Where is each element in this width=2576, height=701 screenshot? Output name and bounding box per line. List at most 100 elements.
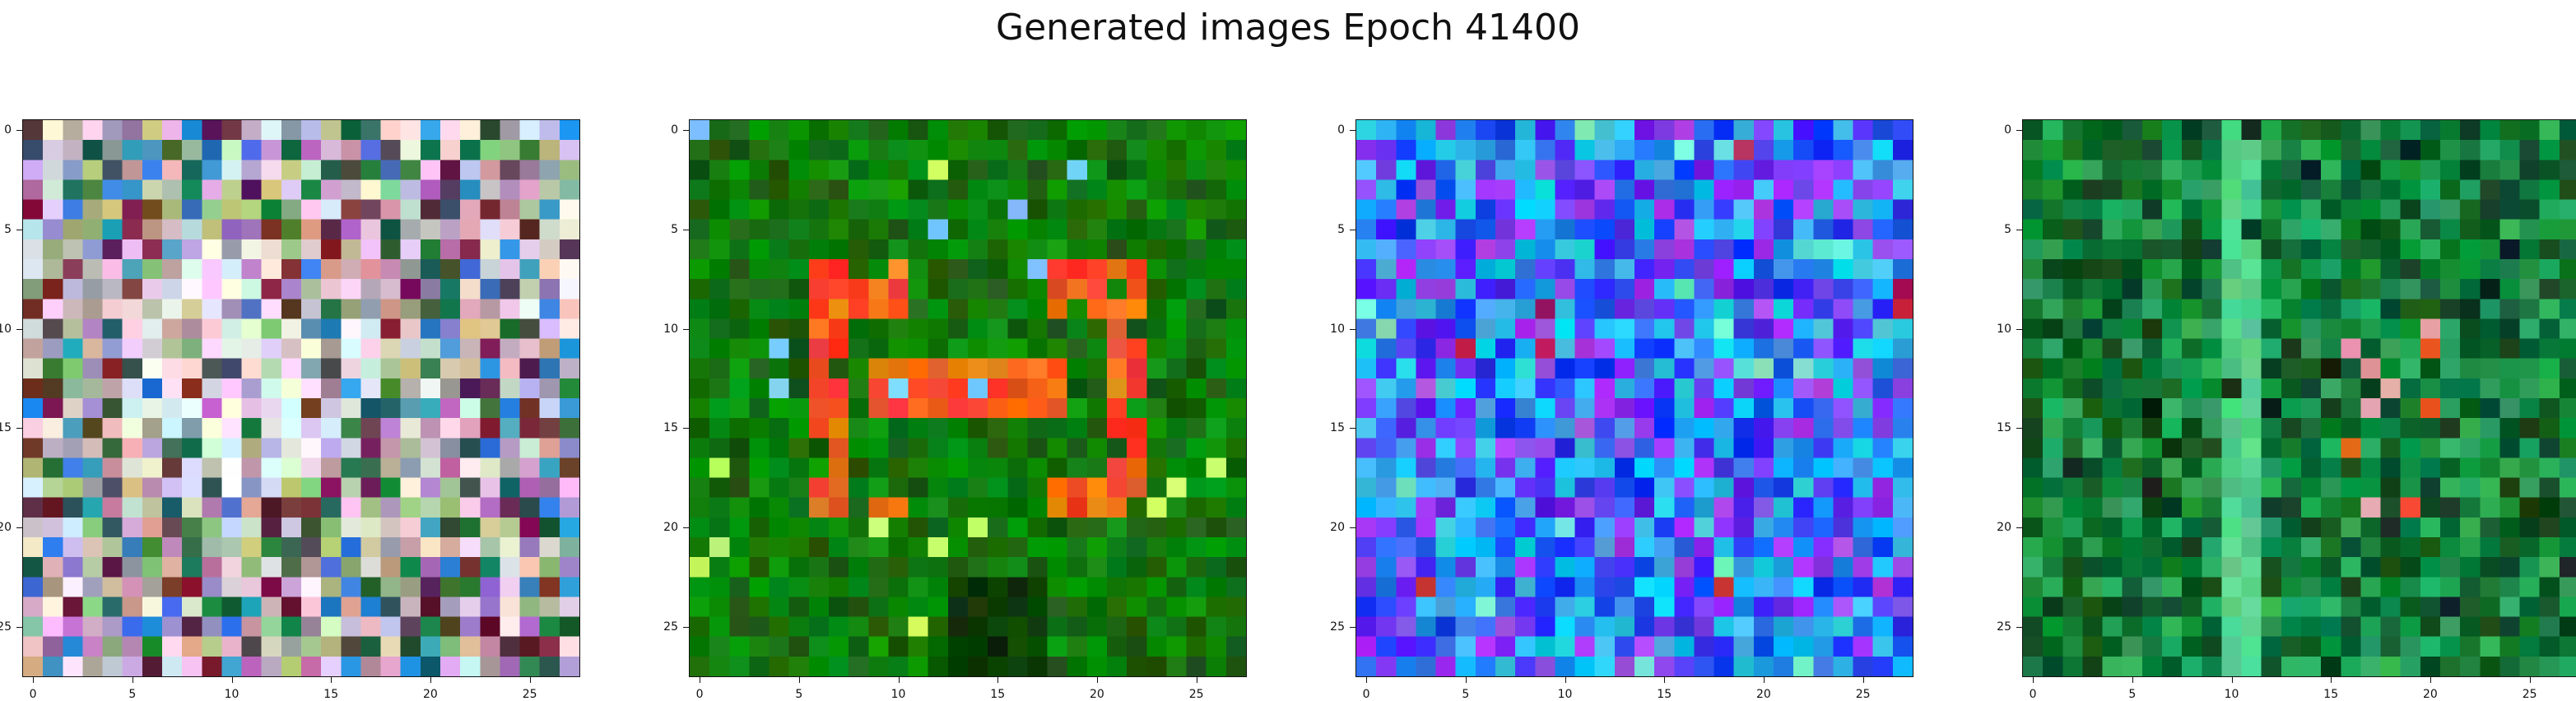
- pixel-cell: [1774, 656, 1794, 676]
- pixel-cell: [2182, 497, 2202, 518]
- pixel-cell: [1614, 378, 1635, 399]
- pixel-cell: [2460, 358, 2481, 379]
- pixel-cell: [1555, 120, 1576, 141]
- pixel-cell: [182, 616, 202, 638]
- pixel-cell: [1166, 358, 1188, 379]
- pixel-cell: [2122, 338, 2143, 360]
- pixel-cell: [1515, 219, 1536, 240]
- pixel-cell: [1614, 199, 1635, 221]
- pixel-cell: [341, 398, 362, 419]
- pixel-cell: [1495, 537, 1516, 558]
- pixel-cell: [63, 636, 84, 657]
- pixel-cell: [2341, 616, 2362, 638]
- pixel-cell: [1067, 279, 1088, 299]
- pixel-cell: [2321, 497, 2341, 518]
- pixel-cell: [182, 179, 202, 201]
- pixel-cell: [2539, 457, 2560, 479]
- pixel-cell: [1186, 160, 1207, 181]
- pixel-cell: [63, 160, 84, 181]
- pixel-cell: [1186, 457, 1207, 479]
- pixel-cell: [241, 537, 263, 558]
- pixel-cell: [2460, 636, 2481, 657]
- pixel-cell: [360, 577, 382, 598]
- pixel-cell: [63, 378, 84, 399]
- pixel-cell: [1067, 418, 1088, 439]
- pixel-cell: [23, 378, 44, 399]
- pixel-cell: [1813, 299, 1834, 320]
- pixel-cell: [2420, 616, 2441, 638]
- pixel-cell: [1733, 398, 1755, 419]
- pixel-cell: [1833, 279, 1854, 299]
- pixel-cell: [2141, 358, 2163, 379]
- pixel-cell: [2221, 259, 2243, 280]
- pixel-cell: [2301, 378, 2322, 399]
- pixel-cell: [2519, 398, 2541, 419]
- pixel-cell: [1594, 160, 1616, 181]
- pixel-cell: [360, 140, 382, 160]
- pixel-cell: [360, 279, 382, 299]
- pixel-cell: [2400, 477, 2421, 499]
- pixel-cell: [102, 557, 123, 578]
- pixel-cell: [1833, 318, 1854, 340]
- pixel-cell: [1435, 140, 1457, 160]
- pixel-cell: [2062, 577, 2084, 598]
- pixel-cell: [1455, 517, 1476, 538]
- pixel-cell: [182, 199, 202, 221]
- pixel-cell: [43, 318, 63, 340]
- pixel-cell: [1555, 378, 1576, 399]
- x-tick-label: 25: [522, 688, 537, 701]
- pixel-cell: [559, 299, 579, 320]
- pixel-cell: [460, 239, 481, 260]
- pixel-cell: [2341, 537, 2362, 558]
- pixel-cell: [400, 457, 421, 479]
- pixel-cell: [788, 318, 810, 340]
- pixel-cell: [2559, 239, 2576, 260]
- pixel-cell: [1047, 160, 1068, 181]
- pixel-cell: [102, 219, 123, 240]
- pixel-cell: [1694, 597, 1715, 618]
- pixel-cell: [2162, 299, 2183, 320]
- pixel-cell: [2360, 597, 2382, 618]
- pixel-cell: [182, 656, 202, 676]
- pixel-cell: [1594, 338, 1616, 360]
- pixel-cell: [559, 517, 579, 538]
- pixel-cell: [2480, 259, 2501, 280]
- pixel-cell: [2202, 457, 2223, 479]
- pixel-cell: [1694, 239, 1715, 260]
- pixel-cell: [122, 358, 143, 379]
- pixel-cell: [400, 577, 421, 598]
- pixel-cell: [2321, 597, 2341, 618]
- pixel-cell: [2341, 636, 2362, 657]
- pixel-cell: [2023, 497, 2044, 518]
- pixel-cell: [1356, 497, 1377, 518]
- pixel-cell: [2519, 438, 2541, 459]
- pixel-cell: [182, 597, 202, 618]
- pixel-cell: [829, 378, 849, 399]
- pixel-cell: [2141, 259, 2163, 280]
- pixel-cell: [1086, 160, 1108, 181]
- pixel-cell: [2519, 120, 2541, 141]
- pixel-cell: [1475, 179, 1496, 201]
- pixel-cell: [908, 120, 929, 141]
- pixel-cell: [2301, 338, 2322, 360]
- pixel-cell: [2539, 378, 2560, 399]
- pixel-cell: [1027, 537, 1049, 558]
- pixel-cell: [2480, 636, 2501, 657]
- pixel-cell: [480, 378, 501, 399]
- pixel-cell: [2559, 179, 2576, 201]
- pixel-cell: [2202, 299, 2223, 320]
- pixel-cell: [500, 438, 521, 459]
- pixel-cell: [1853, 179, 1874, 201]
- pixel-cell: [769, 398, 790, 419]
- pixel-cell: [1774, 239, 1794, 260]
- pixel-cell: [2043, 616, 2063, 638]
- pixel-cell: [281, 179, 302, 201]
- pixel-cell: [1396, 477, 1417, 499]
- pixel-cell: [2122, 517, 2143, 538]
- pixel-cell: [420, 656, 441, 676]
- pixel-cell: [1455, 160, 1476, 181]
- pixel-cell: [1086, 477, 1108, 499]
- pixel-cell: [241, 457, 263, 479]
- pixel-cell: [2360, 179, 2382, 201]
- pixel-cell: [519, 517, 541, 538]
